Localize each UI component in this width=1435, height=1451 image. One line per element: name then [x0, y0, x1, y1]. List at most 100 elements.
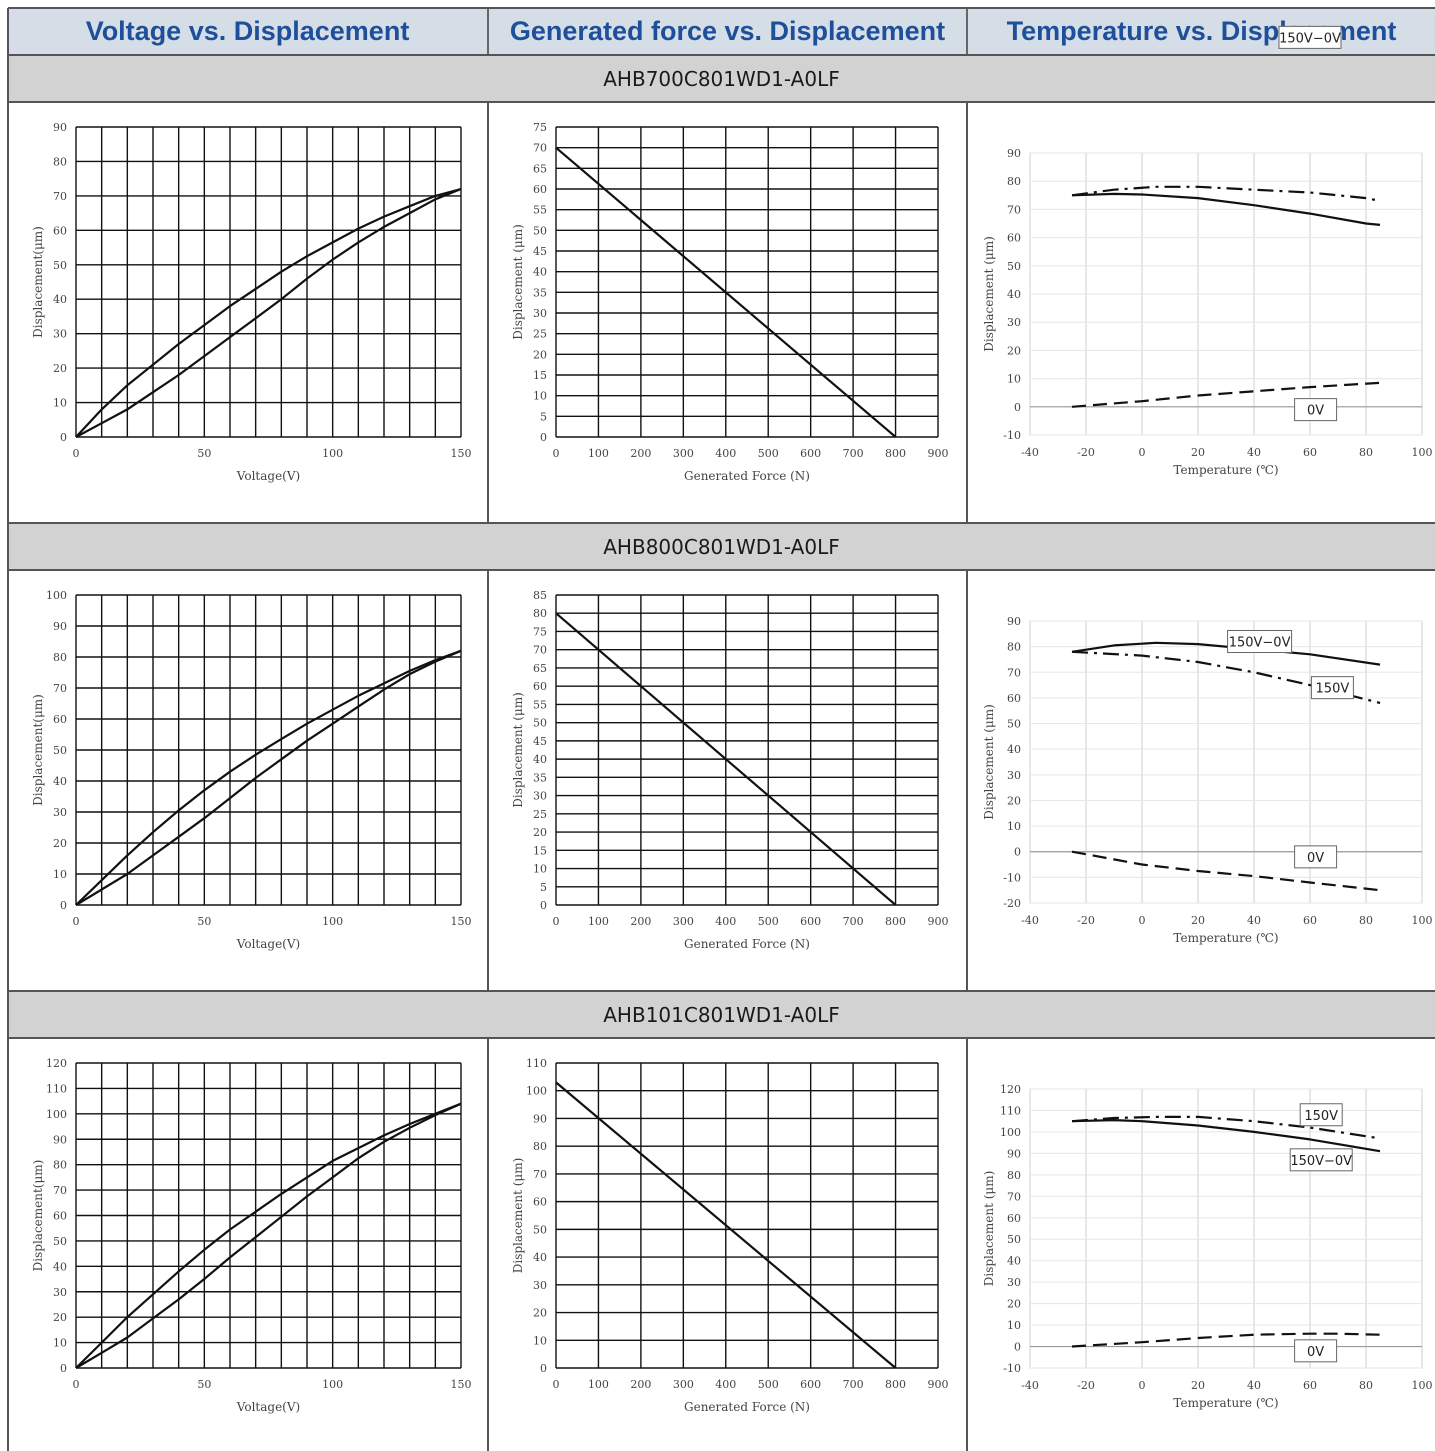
y-tick-label: 15	[533, 844, 547, 857]
annotation-box	[1310, 676, 1354, 700]
x-tick-label: 300	[673, 447, 694, 460]
y-tick-label: 20	[53, 1311, 67, 1324]
x-tick-label: 800	[885, 915, 906, 928]
row-divider	[8, 522, 1435, 524]
x-tick-label: 100	[1412, 914, 1433, 927]
y-tick-label: 70	[533, 142, 547, 155]
y-tick-label: 60	[53, 224, 67, 237]
y-tick-label: 70	[1007, 1190, 1021, 1203]
chart-temperature-displacement-2: -40 -20 0 20 40 60 80 100-20-100102030405060708…	[982, 615, 1433, 945]
x-axis-label: Voltage(V)	[236, 1400, 300, 1414]
x-tick-label: -20	[1077, 1379, 1095, 1392]
chart-force-displacement-1: 0 100 200 300 400 500 600 700 800 900 0 5 10 15 20 25 30…	[511, 121, 949, 483]
y-tick-label: 90	[1007, 147, 1021, 160]
y-tick-label: 50	[1007, 1233, 1021, 1246]
y-tick-label: 10	[1007, 820, 1021, 833]
y-tick-label: 120	[46, 1057, 67, 1070]
y-tick-label: 50	[1007, 260, 1021, 273]
x-tick-label: 20	[1191, 914, 1205, 927]
y-tick-label: 50	[1007, 718, 1021, 731]
y-tick-label: 20	[1007, 1298, 1021, 1311]
x-axis-label: Generated Force (N)	[684, 937, 810, 951]
y-axis-label: Displacement(μm)	[31, 1160, 45, 1272]
y-tick-label: 85	[533, 589, 547, 602]
x-tick-label: 0	[1139, 914, 1146, 927]
y-tick-label: 90	[53, 121, 67, 134]
column-divider	[487, 570, 489, 991]
y-tick-label: 65	[533, 162, 547, 175]
x-axis-label: Generated Force (N)	[684, 469, 810, 483]
y-tick-label: 0	[60, 431, 67, 444]
y-tick-label: 100	[1000, 1126, 1021, 1139]
x-tick-label: 300	[673, 915, 694, 928]
y-tick-label: 60	[1007, 692, 1021, 705]
x-tick-label: 700	[843, 447, 864, 460]
series-line-3	[1071, 850, 1381, 892]
x-tick-label: 800	[885, 1378, 906, 1391]
x-tick-label: 400	[715, 447, 736, 460]
chart-voltage-displacement-1: 0 50 100 150 0 10 20 30 40 50 60 70 80 90 Voltage(V) Di…	[31, 121, 472, 483]
x-tick-label: 150	[451, 1378, 472, 1391]
x-axis-label: Voltage(V)	[236, 469, 300, 483]
y-tick-label: 50	[533, 224, 547, 237]
y-tick-label: 0	[60, 899, 67, 912]
plot-frame	[1029, 620, 1423, 904]
y-tick-label: -10	[1003, 429, 1021, 442]
x-tick-label: 0	[73, 915, 80, 928]
x-tick-label: 0	[553, 915, 560, 928]
column-header-force: Generated force vs. Displacement	[489, 8, 968, 54]
y-tick-label: 40	[533, 753, 547, 766]
x-tick-label: 60	[1303, 1379, 1317, 1392]
y-tick-label: 75	[533, 625, 547, 638]
x-tick-label: 40	[1247, 1379, 1261, 1392]
x-tick-label: 500	[758, 915, 779, 928]
y-tick-label: 20	[533, 348, 547, 361]
x-tick-label: 100	[1412, 1379, 1433, 1392]
series-line-1	[555, 1081, 897, 1369]
y-tick-label: 0	[540, 899, 547, 912]
x-tick-label: 50	[197, 915, 211, 928]
annotation-box	[1294, 1339, 1338, 1363]
annotation-label: 0V	[1307, 404, 1324, 419]
y-tick-label: -10	[1003, 871, 1021, 884]
y-tick-label: 90	[1007, 615, 1021, 628]
y-tick-label: 60	[53, 713, 67, 726]
annotation-label: 150V−0V	[1290, 1154, 1352, 1169]
series-line-2	[75, 649, 462, 906]
x-tick-label: -40	[1021, 1379, 1039, 1392]
y-axis-label: Displacement (μm)	[982, 1171, 996, 1287]
x-tick-label: 20	[1191, 446, 1205, 459]
x-tick-label: 400	[715, 1378, 736, 1391]
x-tick-label: 20	[1191, 1379, 1205, 1392]
x-tick-label: 200	[630, 915, 651, 928]
x-tick-label: 200	[630, 447, 651, 460]
y-tick-label: 30	[53, 806, 67, 819]
series-line-2	[1071, 192, 1381, 226]
y-tick-label: 90	[53, 620, 67, 633]
y-tick-label: 100	[46, 1108, 67, 1121]
x-tick-label: 150	[451, 447, 472, 460]
y-tick-label: 30	[1007, 769, 1021, 782]
y-tick-label: 80	[1007, 1169, 1021, 1182]
y-tick-label: 60	[1007, 232, 1021, 245]
x-tick-label: 600	[800, 1378, 821, 1391]
row-divider	[8, 101, 1435, 103]
y-tick-label: 60	[53, 1210, 67, 1223]
y-tick-label: -20	[1003, 897, 1021, 910]
x-tick-label: 60	[1303, 914, 1317, 927]
y-tick-label: 20	[533, 1307, 547, 1320]
chart-voltage-displacement-3: 0 50 100 150 0 10 20 30 40 50 60 70 80 90 100 110 120 Vol…	[31, 1057, 472, 1414]
x-tick-label: -40	[1021, 446, 1039, 459]
table-border-left	[7, 8, 9, 1451]
x-tick-label: -40	[1021, 914, 1039, 927]
table-border-top	[8, 7, 1435, 9]
chart-force-displacement-2: 0 100 200 300 400 500 600 700 800 900 0 5 10 15 20 25 30…	[511, 589, 949, 951]
y-tick-label: 110	[46, 1082, 67, 1095]
column-divider	[966, 102, 968, 523]
y-tick-label: 50	[53, 259, 67, 272]
chart-temperature-displacement-3: -40 -20 0 20 40 60 80 100 -10 0 10 20 30 40 50 60 70 80 90…	[982, 1083, 1433, 1410]
x-tick-label: 0	[553, 1378, 560, 1391]
y-tick-label: 45	[533, 245, 547, 258]
annotation-label: 150V−0V	[1229, 636, 1291, 651]
x-tick-label: 80	[1359, 914, 1373, 927]
